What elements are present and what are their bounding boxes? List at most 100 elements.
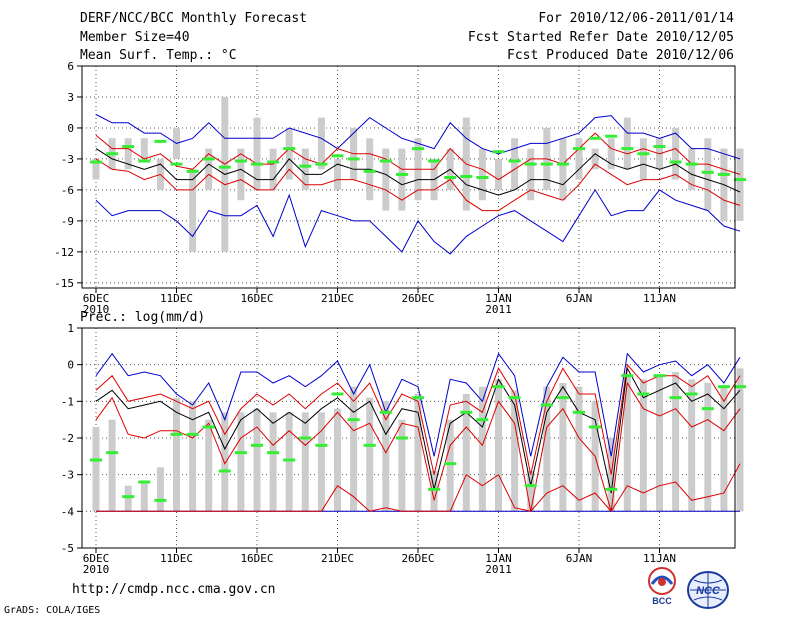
median-mark	[524, 484, 537, 488]
median-mark	[234, 451, 247, 455]
box-bar	[736, 368, 744, 512]
median-mark	[154, 498, 167, 502]
median-mark	[669, 160, 682, 164]
median-mark	[90, 160, 102, 164]
x-tick-year-label: 2011	[485, 303, 512, 316]
median-mark	[573, 147, 585, 151]
median-mark	[460, 410, 473, 414]
median-mark	[476, 176, 489, 180]
box-bar	[704, 383, 712, 512]
x-tick-year-label: 2010	[83, 303, 110, 316]
median-mark	[412, 147, 424, 151]
y-tick-label: -6	[61, 184, 74, 197]
median-mark	[653, 374, 666, 378]
median-mark	[412, 396, 424, 400]
median-mark	[637, 392, 650, 396]
box-bar	[124, 485, 132, 512]
median-mark	[492, 150, 505, 154]
x-tick-label: 16DEC	[240, 292, 273, 305]
median-mark	[395, 436, 408, 440]
y-tick-label: -2	[61, 432, 74, 445]
box-bar	[301, 412, 309, 512]
median-mark	[734, 385, 746, 389]
box-bar	[253, 408, 261, 512]
median-mark	[589, 136, 602, 140]
y-tick-label: 0	[67, 122, 74, 135]
median-mark	[363, 443, 376, 447]
median-mark	[170, 432, 183, 436]
series-line-lower_outer	[95, 188, 741, 255]
median-mark	[605, 134, 618, 138]
chart-title: DERF/NCC/BCC Monthly Forecast	[80, 11, 307, 26]
grads-credit: GrADS: COLA/IGES	[4, 605, 101, 616]
median-mark	[283, 458, 296, 462]
box-bar	[253, 117, 261, 190]
median-mark	[556, 162, 569, 166]
x-tick-label: 1JAN	[485, 552, 512, 565]
median-mark	[701, 407, 714, 411]
median-mark	[653, 145, 666, 149]
x-tick-label: 21DEC	[321, 292, 354, 305]
x-tick-label: 11JAN	[643, 552, 676, 565]
y-tick-label: -1	[61, 395, 74, 408]
median-mark	[90, 458, 102, 462]
forecast-started-date: Fcst Started Refer Date 2010/12/05	[467, 30, 734, 45]
median-mark	[347, 157, 360, 161]
box-bar	[173, 397, 180, 512]
median-mark	[251, 443, 263, 447]
median-mark	[621, 374, 634, 378]
series-line-lower_extra	[96, 463, 741, 513]
median-mark	[444, 176, 457, 180]
box-bar	[124, 138, 132, 170]
median-mark	[106, 451, 119, 455]
x-tick-label: 1JAN	[485, 292, 512, 305]
y-tick-label: 3	[67, 91, 74, 104]
median-mark	[637, 152, 650, 156]
median-mark	[331, 154, 344, 158]
y-tick-label: -3	[61, 153, 74, 166]
median-mark	[170, 162, 183, 166]
box-bar	[688, 148, 696, 190]
box-bar	[140, 138, 148, 159]
box-bar	[575, 138, 583, 180]
median-mark	[138, 480, 151, 484]
box-bar	[639, 138, 647, 180]
median-mark	[122, 145, 135, 149]
box-bar	[446, 419, 454, 512]
median-mark	[395, 172, 408, 176]
median-mark	[202, 425, 215, 429]
median-mark	[524, 162, 537, 166]
box-bar	[623, 117, 631, 170]
box-bar	[382, 148, 390, 211]
median-mark	[621, 147, 634, 151]
median-mark	[122, 495, 135, 499]
box-bar	[269, 148, 277, 190]
box-bar	[301, 148, 309, 190]
median-mark	[315, 162, 328, 166]
x-tick-label: 11DEC	[160, 552, 193, 565]
series-line-upper_outer	[95, 352, 741, 457]
box-bar	[511, 138, 519, 190]
box-bar	[478, 148, 486, 201]
box-bar	[704, 138, 712, 211]
median-mark	[379, 410, 392, 414]
median-mark	[251, 162, 263, 166]
box-bar	[140, 482, 148, 512]
box-bar	[527, 471, 535, 512]
website-url[interactable]: http://cmdp.ncc.cma.gov.cn	[72, 582, 276, 597]
box-bar	[237, 412, 245, 512]
x-tick-label: 16DEC	[240, 552, 273, 565]
box-bar	[495, 158, 502, 190]
median-mark	[685, 392, 698, 396]
bcc-logo-dot	[658, 578, 666, 586]
median-mark	[186, 169, 199, 173]
box-bar	[688, 379, 696, 512]
median-mark	[685, 162, 698, 166]
box-bar	[720, 386, 728, 512]
median-mark	[202, 157, 215, 161]
y-tick-label: -12	[54, 246, 74, 259]
box-bar	[656, 375, 663, 512]
median-mark	[717, 172, 730, 176]
